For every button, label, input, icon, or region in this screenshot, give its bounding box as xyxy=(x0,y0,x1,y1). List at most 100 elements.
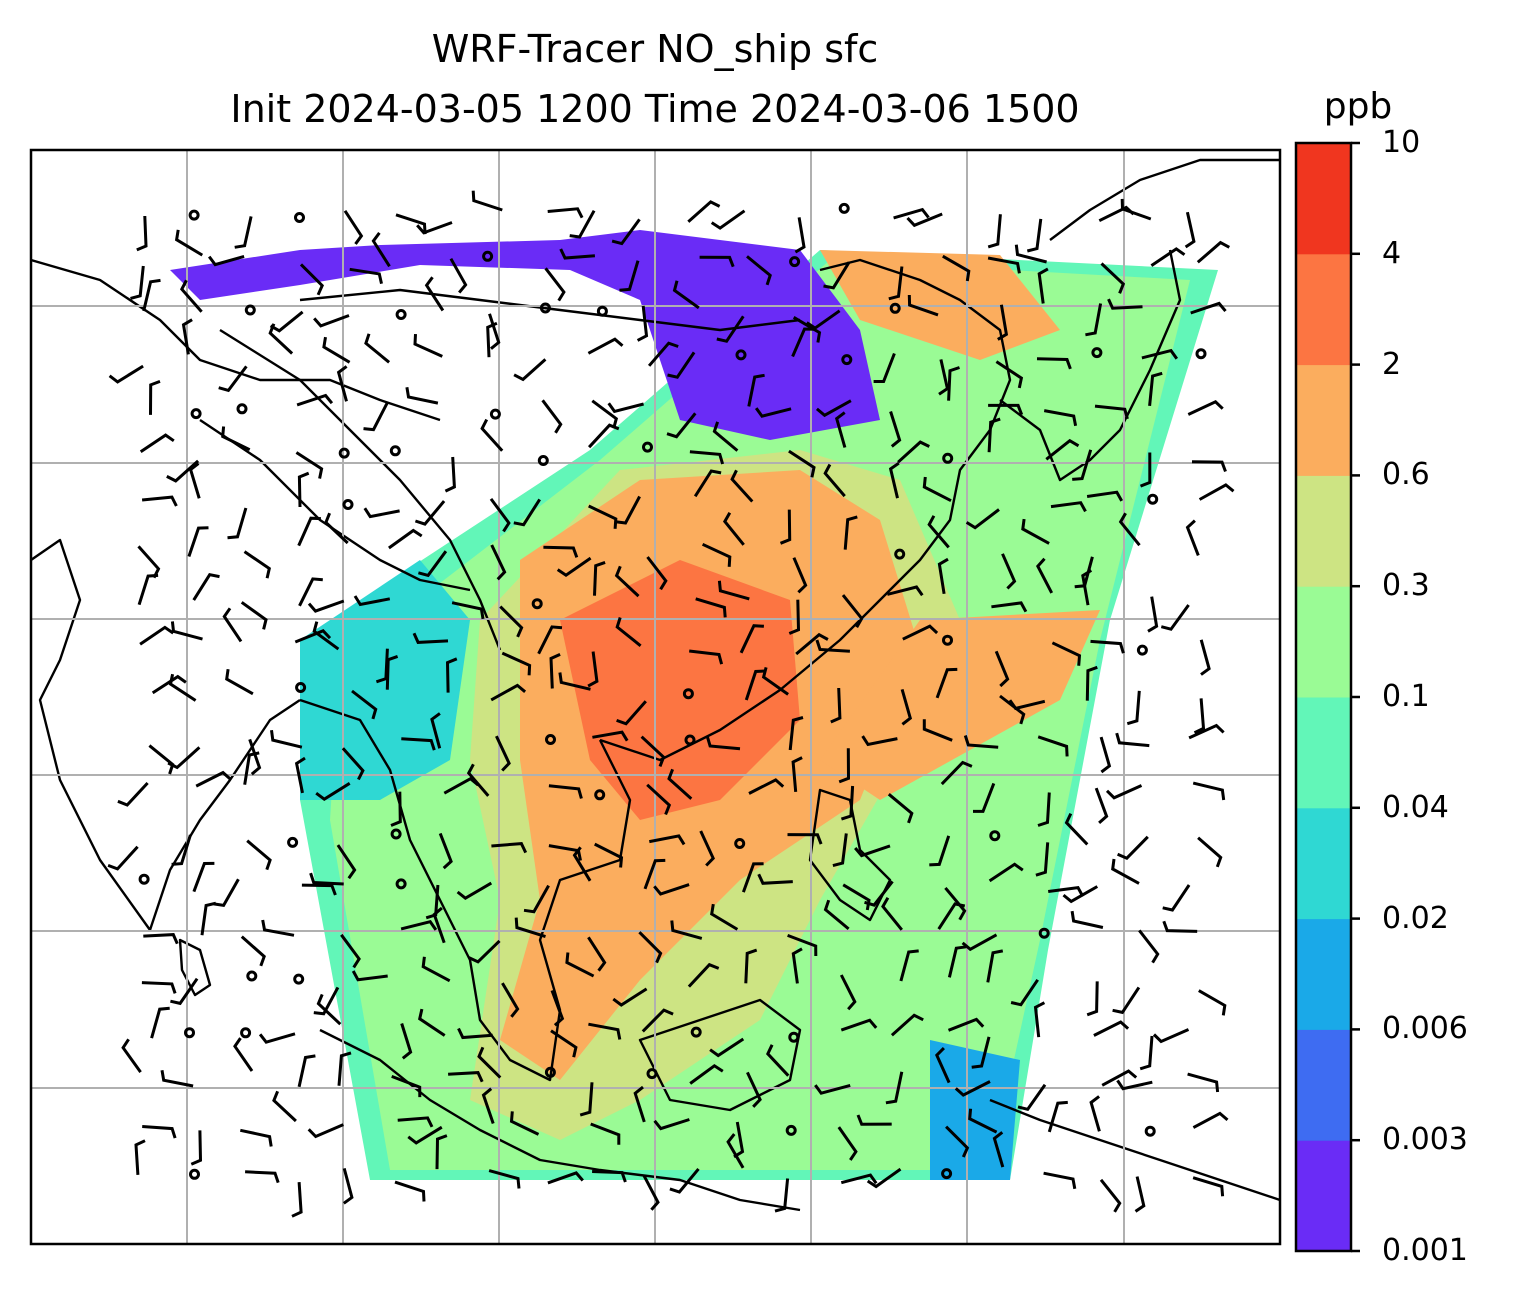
wind-barb xyxy=(1043,409,1078,427)
calm-wind-circle xyxy=(293,973,305,985)
wind-barb xyxy=(922,476,952,503)
wind-barb xyxy=(1148,371,1163,407)
wind-barb xyxy=(168,673,197,702)
wind-barb xyxy=(444,456,456,493)
wind-barb xyxy=(907,294,939,317)
wind-barb xyxy=(971,1036,991,1069)
wind-barb xyxy=(1116,1079,1153,1091)
wind-barb xyxy=(687,200,721,223)
wind-barb xyxy=(558,672,591,691)
wind-barb xyxy=(672,280,700,310)
wind-barb xyxy=(309,872,344,886)
wind-barb xyxy=(514,917,546,939)
wind-barb xyxy=(693,469,722,498)
wind-barb xyxy=(1090,639,1125,654)
wind-barb xyxy=(1021,518,1050,545)
wind-barb xyxy=(667,351,696,379)
wind-barb xyxy=(1072,449,1093,481)
calm-wind-circle xyxy=(734,838,746,849)
wind-barb xyxy=(547,1171,584,1185)
wind-barb xyxy=(1198,483,1235,501)
wind-barb xyxy=(1192,781,1226,801)
wind-barb xyxy=(192,573,220,601)
wind-barb xyxy=(1050,501,1087,513)
wind-barb xyxy=(139,625,175,646)
wind-barb xyxy=(666,412,697,439)
wind-barb xyxy=(449,257,468,294)
wind-barb xyxy=(987,214,1002,249)
calm-wind-circle xyxy=(735,349,747,361)
wind-barb xyxy=(213,878,240,908)
wind-barb xyxy=(1188,723,1225,740)
wind-barb xyxy=(669,1167,700,1194)
wind-barb xyxy=(947,366,960,401)
wind-barb xyxy=(137,545,161,579)
wind-barb xyxy=(619,260,640,292)
colorbar-tick-label: 0.02 xyxy=(1382,900,1449,936)
calm-wind-circle xyxy=(594,789,606,801)
wind-barb xyxy=(1094,787,1109,825)
colorbar-tick-label: 0.001 xyxy=(1382,1233,1468,1268)
calm-wind-circle xyxy=(188,209,200,221)
wind-barb xyxy=(607,402,644,414)
calm-wind-circle xyxy=(1038,927,1050,939)
wind-barb xyxy=(248,738,262,776)
calm-wind-circle xyxy=(785,1124,797,1136)
wind-barb xyxy=(418,1008,446,1037)
wind-barb xyxy=(499,605,524,638)
colorbar-segment xyxy=(1296,586,1351,698)
wind-barb xyxy=(815,639,850,653)
wind-barb xyxy=(590,1122,621,1145)
wind-barb xyxy=(889,411,902,448)
wind-barb xyxy=(307,599,345,613)
wind-barb xyxy=(1115,732,1150,748)
wind-barb xyxy=(509,1111,540,1136)
wind-barb xyxy=(243,751,260,785)
wind-barb xyxy=(792,557,808,594)
wind-barb xyxy=(1187,400,1224,416)
wind-barb xyxy=(612,987,648,1007)
wind-barb xyxy=(190,1130,203,1166)
wind-barb xyxy=(1081,569,1093,606)
wind-barb xyxy=(108,364,144,384)
wind-barb xyxy=(1150,247,1186,267)
wind-barb xyxy=(638,931,663,964)
wind-barb xyxy=(151,674,187,695)
wind-barb xyxy=(1037,267,1049,304)
wind-barb xyxy=(712,421,739,452)
calm-wind-circle xyxy=(539,302,551,314)
wind-barb xyxy=(291,1182,303,1218)
wind-barb xyxy=(477,1046,502,1079)
wind-barb xyxy=(902,624,939,641)
coastlines xyxy=(31,158,1280,1212)
wind-barb xyxy=(885,1071,904,1105)
wind-barb xyxy=(234,216,253,249)
map-title-line1: WRF-Tracer NO_ship sfc xyxy=(431,27,879,71)
wind-barb xyxy=(297,516,321,547)
wind-barb xyxy=(1100,262,1126,294)
wind-barb xyxy=(480,418,504,452)
wind-barb xyxy=(838,748,851,784)
calm-wind-circle xyxy=(489,408,501,420)
wind-barb xyxy=(963,735,999,749)
wind-barb xyxy=(424,276,445,312)
wind-barb xyxy=(543,545,579,558)
wind-barb xyxy=(179,279,203,313)
wind-barb xyxy=(343,209,364,245)
wind-barb xyxy=(337,1051,352,1086)
wind-barb xyxy=(1184,211,1196,249)
colorbar-segment xyxy=(1296,807,1351,920)
wind-barb xyxy=(1162,920,1198,933)
wind-barb xyxy=(1037,735,1069,757)
wind-barb xyxy=(744,669,766,701)
wind-barb xyxy=(488,1169,521,1189)
calm-wind-circle xyxy=(684,734,696,746)
calm-wind-circle xyxy=(342,499,354,510)
wind-barb xyxy=(445,657,458,693)
calm-wind-circle xyxy=(1136,644,1148,656)
wind-barb xyxy=(141,981,177,994)
wind-barb xyxy=(887,793,914,824)
wind-barb xyxy=(136,215,148,252)
wind-barb xyxy=(471,190,503,212)
wind-barb xyxy=(246,839,272,871)
